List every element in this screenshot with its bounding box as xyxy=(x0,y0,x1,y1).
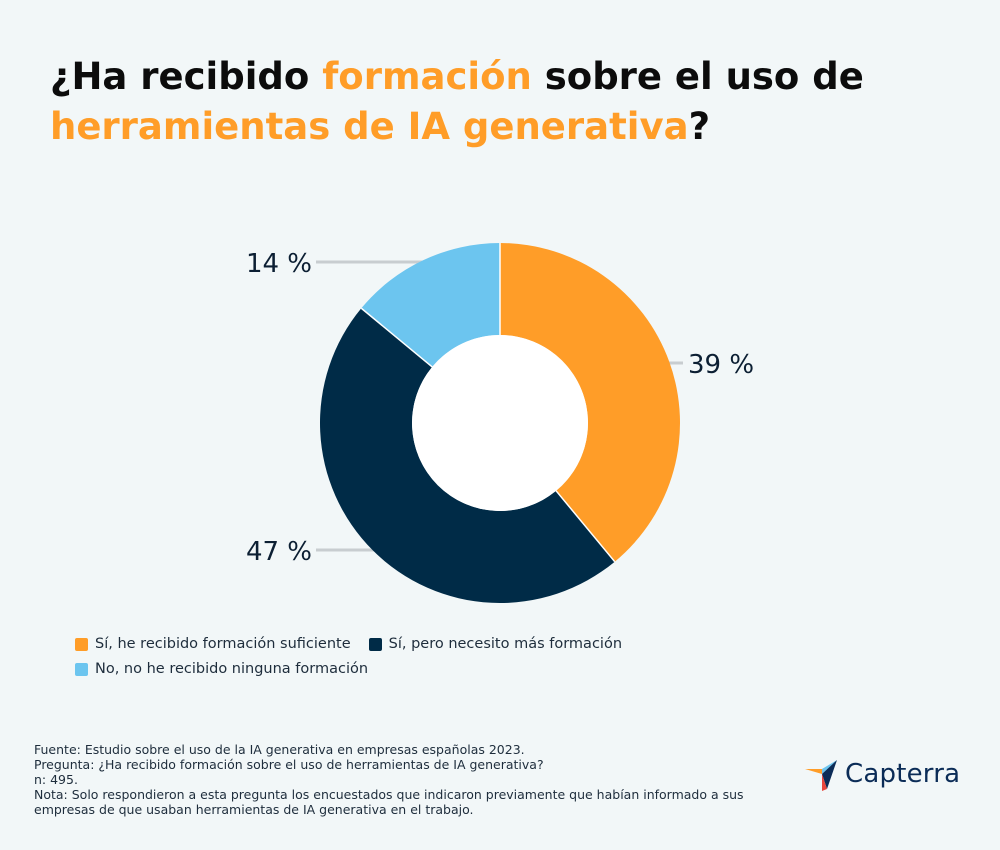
chart-legend: Sí, he recibido formación suficiente Sí, … xyxy=(75,636,795,686)
legend-item-2: Sí, pero necesito más formación xyxy=(368,636,623,652)
legend-swatch-3 xyxy=(75,662,88,676)
legend-label-3: No, no he recibido ninguna formación xyxy=(95,661,369,677)
capterra-logo-text: Capterra xyxy=(845,759,961,789)
legend-item-3: No, no he recibido ninguna formación xyxy=(75,661,368,677)
capterra-logo: Capterra xyxy=(805,757,960,791)
footnotes: Fuente: Estudio sobre el uso de la IA ge… xyxy=(34,742,794,817)
donut-slice-1 xyxy=(500,243,681,562)
data-label-3: 14 % xyxy=(246,249,312,279)
chart-title: ¿Ha recibido formación sobre el uso de h… xyxy=(50,55,864,148)
capterra-arrow-icon xyxy=(805,760,837,791)
footnote-note: Nota: Solo respondieron a esta pregunta … xyxy=(34,787,744,817)
legend-item-1: Sí, he recibido formación suficiente xyxy=(75,636,351,652)
title-highlight-herramientas: herramientas de IA generativa xyxy=(50,105,689,148)
legend-label-1: Sí, he recibido formación suficiente xyxy=(95,636,351,652)
data-label-2: 47 % xyxy=(246,537,312,567)
legend-swatch-1 xyxy=(75,637,88,651)
legend-label-2: Sí, pero necesito más formación xyxy=(388,636,623,652)
title-highlight-formacion: formación xyxy=(322,55,532,98)
donut-slice-3 xyxy=(361,243,500,367)
footnote-source: Fuente: Estudio sobre el uso de la IA ge… xyxy=(34,742,525,757)
footnote-sample-size: n: 495. xyxy=(34,772,78,787)
data-label-1: 39 % xyxy=(688,350,754,380)
footnote-question: Pregunta: ¿Ha recibido formación sobre e… xyxy=(34,757,544,772)
legend-swatch-2 xyxy=(368,637,382,651)
donut-slice-2 xyxy=(319,308,615,603)
